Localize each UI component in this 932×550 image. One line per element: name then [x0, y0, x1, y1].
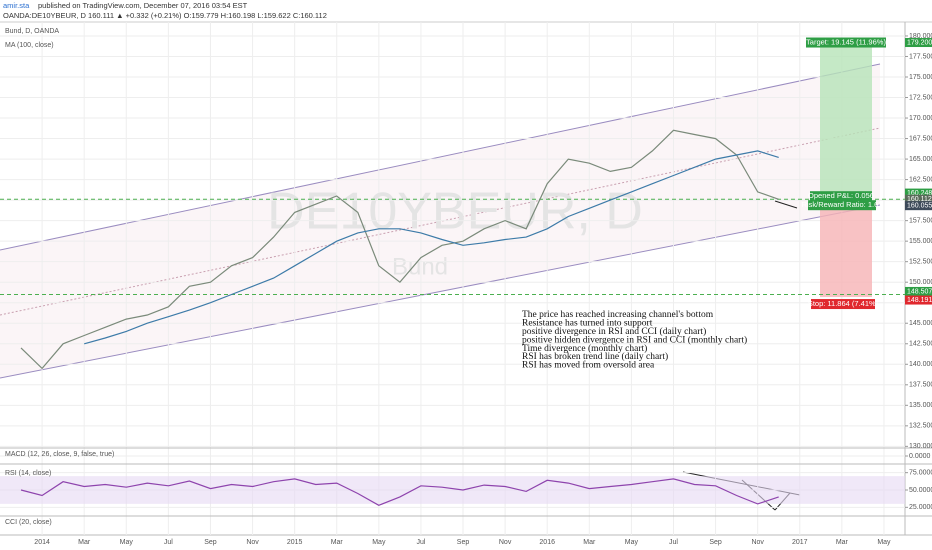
y-tick-label: 175.000 [909, 74, 932, 81]
y-tick-label: 180.000 [909, 33, 932, 40]
price-badge-label: 179.200 [907, 39, 932, 46]
x-tick-label: Sep [457, 539, 470, 546]
y-tick-label: 132.500 [909, 423, 932, 430]
note: The price has reached increasing channel… [522, 310, 714, 320]
y-tick-label: 25.0000 [909, 504, 932, 511]
price-badge [905, 295, 932, 305]
x-tick-label: Nov [499, 539, 512, 546]
y-tick-label: 170.000 [909, 115, 932, 122]
y-tick-label: 0.0000 [909, 453, 931, 460]
price-badge-label: 160.112 [907, 196, 932, 203]
y-tick-label: 167.500 [909, 135, 932, 142]
position-label-bg [806, 37, 886, 48]
x-tick-label: Jul [669, 539, 678, 546]
y-tick-label: 137.500 [909, 382, 932, 389]
series-line [20, 129, 779, 370]
position-label: Stop: 11.864 (7.41%) [808, 299, 879, 308]
note: Time divergence (monthly chart) [522, 343, 647, 354]
x-tick-label: Sep [709, 539, 722, 546]
x-tick-label: Jul [416, 539, 425, 546]
price-badge-label: 148.191 [907, 297, 932, 304]
x-tick-label: May [877, 539, 891, 546]
x-tick-label: Nov [246, 539, 259, 546]
position-label-bg [810, 191, 872, 202]
rsi-band [0, 476, 905, 504]
position-label: Risk/Reward Ratio: 1.61 [802, 200, 883, 209]
watermark: DE10YBEUR, D [267, 183, 643, 241]
price-badge [905, 286, 932, 296]
x-tick-label: May [120, 539, 134, 546]
x-tick-label: 2014 [34, 539, 50, 546]
published: published on TradingView.com, December 0… [38, 1, 248, 10]
x-tick-label: Mar [331, 539, 344, 546]
quote: OANDA:DE10YBEUR, D 160.111 ▲ +0.332 (+0.… [3, 11, 327, 20]
author[interactable]: amir.sta [3, 1, 30, 10]
channel-line [0, 204, 881, 379]
series-line [84, 150, 779, 345]
panel-title: MACD (12, 26, close, 9, false, true) [5, 451, 114, 458]
stop-zone [820, 199, 872, 298]
note: positive divergence in RSI and CCI (dail… [522, 326, 706, 337]
y-tick-label: 145.000 [909, 320, 932, 327]
note: RSI has broken trend line (daily chart) [522, 351, 668, 362]
position-label-bg [808, 200, 876, 211]
y-tick-label: 150.000 [909, 279, 932, 286]
rsi-line [20, 478, 779, 506]
y-tick-label: 162.500 [909, 176, 932, 183]
y-tick-label: 50.0000 [909, 487, 932, 494]
y-tick-label: 140.000 [909, 361, 932, 368]
x-tick-label: May [625, 539, 639, 546]
position-label: Target: 19.145 (11.96%) [806, 38, 886, 47]
channel-line [0, 63, 881, 251]
x-tick-label: May [372, 539, 386, 546]
price-badge [905, 188, 932, 198]
y-tick-label: 172.500 [909, 94, 932, 101]
price-badge-label: 160.055 [907, 203, 932, 210]
price-badge [905, 194, 932, 204]
trend-line [774, 200, 798, 209]
y-tick-label: 130.000 [909, 443, 932, 450]
x-tick-label: 2017 [792, 539, 808, 546]
x-tick-label: Mar [78, 539, 91, 546]
x-tick-label: 2016 [539, 539, 555, 546]
series-legend: MA (100, close) [5, 42, 54, 49]
target-zone [820, 42, 872, 200]
price-badge [905, 38, 932, 48]
note: Resistance has turned into support [522, 319, 653, 329]
x-tick-label: Mar [836, 539, 849, 546]
price-badge [905, 201, 932, 211]
x-tick-label: Mar [583, 539, 596, 546]
x-tick-label: Sep [204, 539, 217, 546]
panel-title: RSI (14, close) [5, 470, 51, 477]
note: RSI has moved from oversold area [522, 360, 655, 371]
y-tick-label: 165.000 [909, 156, 932, 163]
y-tick-label: 135.000 [909, 402, 932, 409]
position-label-bg [811, 299, 875, 310]
y-tick-label: 142.500 [909, 341, 932, 348]
x-tick-label: Jul [164, 539, 173, 546]
y-tick-label: 75.0000 [909, 470, 932, 477]
x-tick-label: Nov [751, 539, 764, 546]
y-tick-label: 152.500 [909, 259, 932, 266]
y-tick-label: 157.500 [909, 217, 932, 224]
y-tick-label: 177.500 [909, 53, 932, 60]
price-badge-label: 148.507 [907, 288, 932, 295]
price-badge-label: 160.248 [907, 190, 932, 197]
panel-title: CCI (20, close) [5, 519, 52, 526]
y-tick-label: 155.000 [909, 238, 932, 245]
panel-title: Bund, D, OANDA [5, 28, 59, 35]
position-label: Opened P&L: 0.056 [808, 191, 874, 200]
watermark: Bund [392, 253, 448, 280]
note: positive hidden divergence in RSI and CC… [522, 334, 747, 345]
x-tick-label: 2015 [287, 539, 303, 546]
